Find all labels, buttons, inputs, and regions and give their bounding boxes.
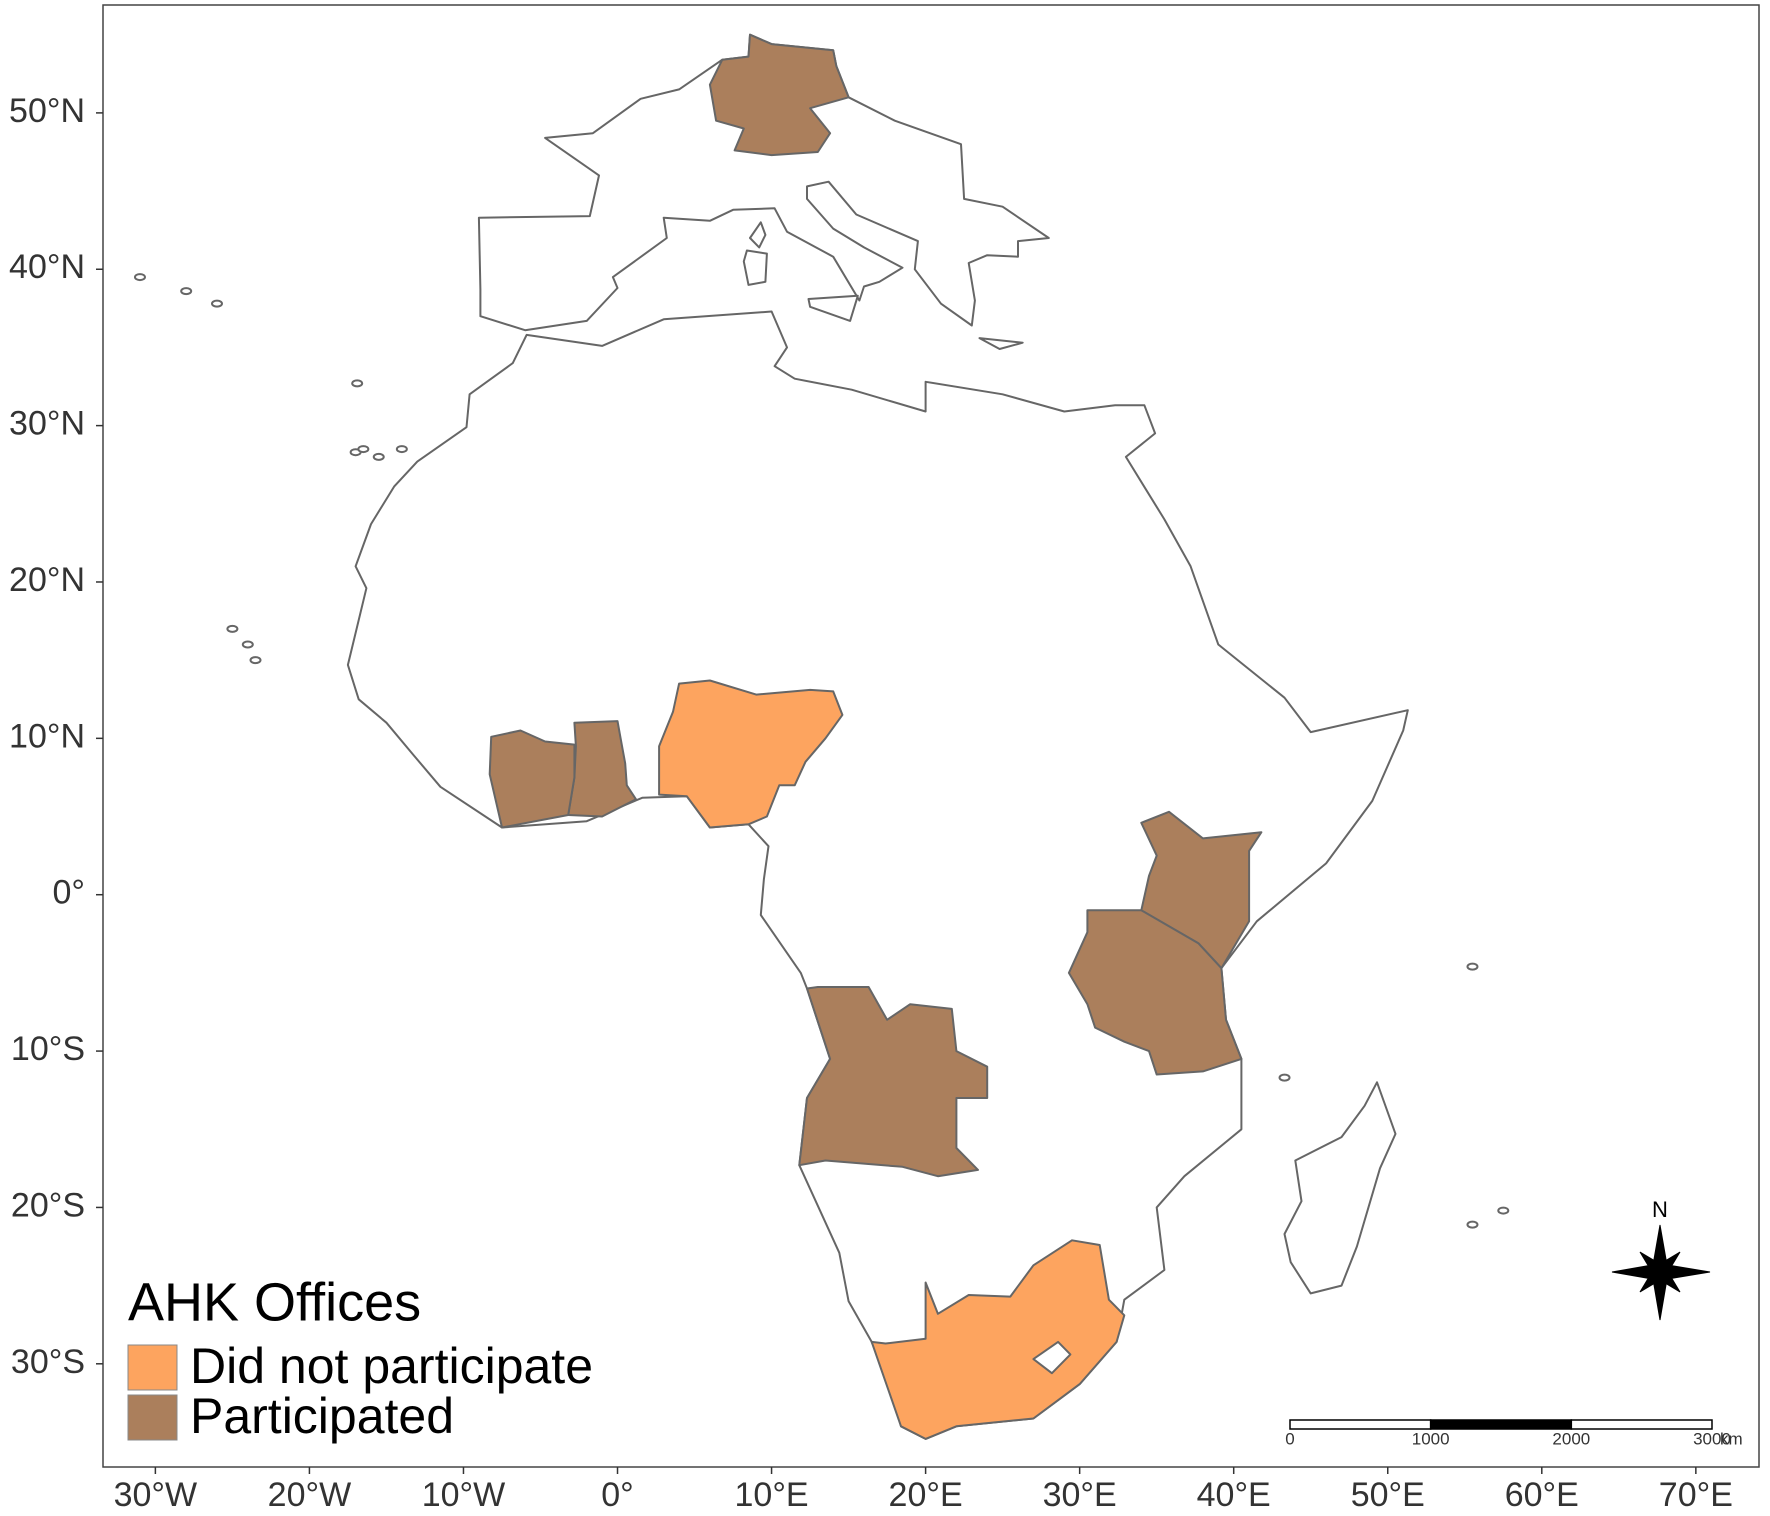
angola (798, 986, 989, 1178)
scale-segment (1429, 1419, 1573, 1430)
lesotho (1032, 1340, 1072, 1375)
scale-label: 1000 (1412, 1429, 1450, 1448)
cote-divoire (488, 729, 576, 829)
y-tick-label: 30°N (9, 405, 85, 443)
tanzania (1067, 909, 1243, 1076)
y-tick-label: 10°N (9, 717, 85, 755)
x-tick-label: 50°E (1351, 1476, 1425, 1514)
y-tick-label: 0° (52, 874, 85, 912)
island (1497, 1206, 1510, 1215)
island (180, 287, 193, 296)
sardinia (742, 249, 768, 286)
island (249, 656, 262, 665)
y-tick-label: 20°N (9, 561, 85, 599)
x-tick-label: 0° (601, 1476, 634, 1514)
north-arrow (1611, 1224, 1711, 1321)
x-tick-label: 10°W (422, 1476, 506, 1514)
arrow-se (1659, 1271, 1681, 1293)
island (395, 445, 408, 454)
island (241, 640, 254, 649)
crete (978, 337, 1024, 350)
x-tick-label: 30°E (1043, 1476, 1117, 1514)
x-tick-label: 20°E (889, 1476, 963, 1514)
madagascar (1283, 1081, 1397, 1295)
x-tick-label: 70°E (1659, 1476, 1733, 1514)
scale-label: 2000 (1552, 1429, 1590, 1448)
nigeria (658, 679, 844, 829)
island (357, 445, 370, 454)
sicily (807, 294, 859, 322)
x-tick-label: 30°W (114, 1476, 198, 1514)
scale-label: 3000 (1693, 1429, 1731, 1448)
island (1466, 1220, 1479, 1229)
scale-segment (1289, 1419, 1432, 1430)
legend-label: Did not participate (190, 1338, 593, 1394)
y-tick-label: 10°S (11, 1030, 85, 1068)
island (226, 624, 239, 633)
x-tick-label: 20°W (268, 1476, 352, 1514)
x-tick-label: 60°E (1505, 1476, 1579, 1514)
y-tick-label: 40°N (9, 248, 85, 286)
y-tick-label: 50°N (9, 92, 85, 130)
island (133, 273, 146, 282)
kenya (1140, 810, 1263, 970)
scale-segment (1570, 1419, 1713, 1430)
south-africa (870, 1239, 1126, 1440)
legend-swatch (127, 1394, 178, 1441)
scale-label: 0 (1285, 1429, 1294, 1448)
germany (708, 33, 850, 157)
x-tick-label: 10°E (735, 1476, 809, 1514)
island (351, 379, 364, 388)
legend-title: AHK Offices (128, 1272, 421, 1332)
north-label: N (1652, 1197, 1668, 1222)
y-tick-label: 20°S (11, 1186, 85, 1224)
y-tick-label: 30°S (11, 1343, 85, 1381)
legend-label: Participated (190, 1388, 454, 1444)
land-layer (133, 33, 1510, 1440)
island (372, 452, 385, 461)
island (1278, 1073, 1291, 1082)
x-tick-label: 40°E (1197, 1476, 1271, 1514)
scale-unit: km (1720, 1429, 1743, 1448)
corsica (749, 221, 767, 249)
island (1466, 962, 1479, 971)
island (210, 299, 223, 308)
legend-swatch (127, 1344, 178, 1391)
